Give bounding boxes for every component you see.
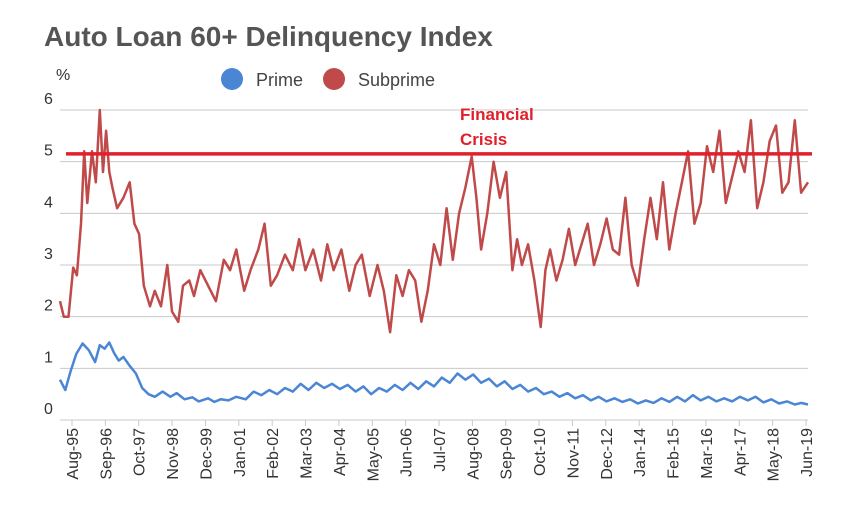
series-line-subprime [58, 108, 810, 334]
x-tick-label: Jun-06 [399, 428, 416, 477]
y-axis-label: % [56, 67, 70, 84]
x-tick-label: Feb-02 [265, 428, 282, 479]
y-tick-label: 5 [44, 143, 53, 160]
x-tick-label: May-18 [766, 428, 783, 481]
x-tick-label: Nov-98 [165, 428, 182, 480]
y-tick-labels: 0 1 2 3 4 5 6 [44, 91, 53, 418]
x-tick-label: Oct-10 [532, 428, 549, 476]
y-tick-label: 6 [44, 91, 53, 108]
x-tick-label: Apr-04 [332, 428, 349, 476]
x-tick-label: Apr-17 [732, 428, 749, 476]
x-tick-label: Sep-09 [499, 428, 516, 480]
x-tick-label: Jul-07 [432, 428, 449, 472]
x-tick-label: Jun-19 [799, 428, 816, 477]
chart-title: Auto Loan 60+ Delinquency Index [44, 21, 493, 52]
x-tick-label: Dec-12 [599, 428, 616, 480]
x-tick-label: Oct-97 [132, 428, 149, 476]
x-tick-label: Nov-11 [565, 428, 582, 478]
x-tick-label: Jan-14 [632, 428, 649, 477]
x-tick-label: Sep-96 [98, 428, 115, 480]
y-tick-label: 2 [44, 298, 53, 315]
x-tick-label: Aug-95 [65, 428, 82, 480]
series-line-prime [58, 341, 809, 406]
annotation-financial: Financial [460, 105, 534, 124]
y-tick-label: 3 [44, 246, 53, 263]
x-tick-label: Dec-99 [198, 428, 215, 480]
gridlines [60, 109, 808, 421]
legend-label-prime: Prime [256, 70, 303, 90]
legend: Prime Subprime [221, 68, 435, 90]
x-tick-labels: Aug-95 Sep-96 Oct-97 Nov-98 Dec-99 Jan-01 Feb-… [65, 420, 816, 481]
x-tick-label: Feb-15 [666, 428, 683, 479]
y-tick-label: 0 [44, 401, 53, 418]
x-tick-label: Jan-01 [232, 428, 249, 477]
legend-marker-prime [221, 68, 243, 90]
legend-label-subprime: Subprime [358, 70, 435, 90]
x-tick-label: May-05 [365, 428, 382, 481]
y-tick-label: 1 [44, 349, 53, 366]
x-tick-label: Mar-03 [299, 428, 316, 479]
legend-marker-subprime [323, 68, 345, 90]
x-tick-label: Aug-08 [465, 428, 482, 480]
y-tick-label: 4 [44, 194, 53, 211]
annotation-crisis: Crisis [460, 130, 507, 149]
x-tick-label: Mar-16 [699, 428, 716, 479]
